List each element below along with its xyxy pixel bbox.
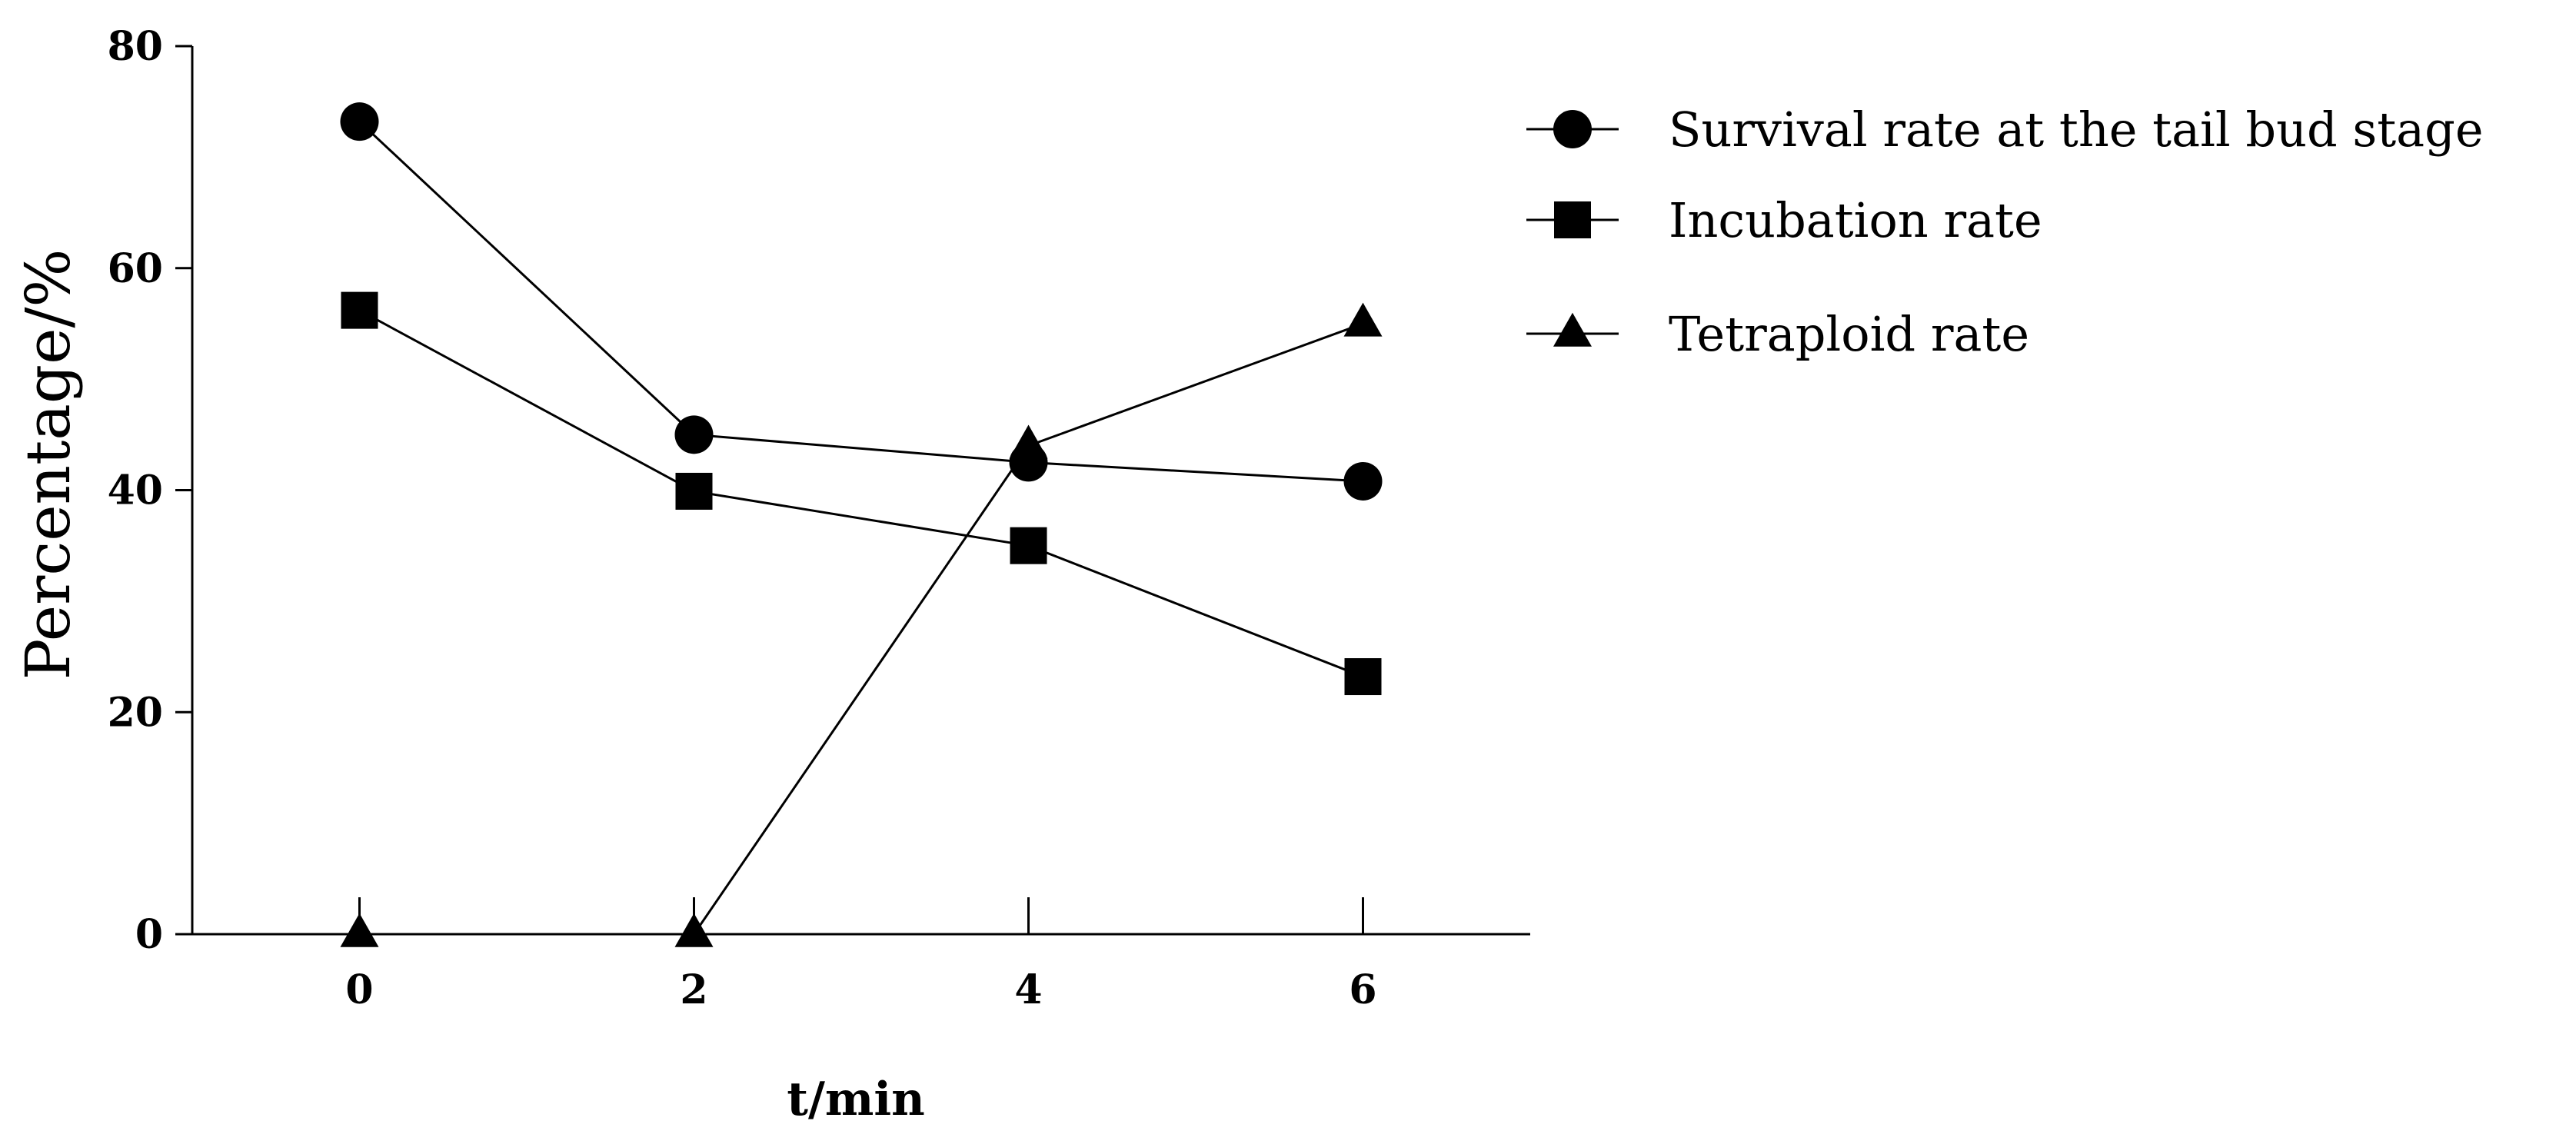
tick-labels: 0 20 40 60 80 0 2 4 6	[108, 23, 1377, 1013]
x-tick-label: 4	[1014, 966, 1042, 1013]
legend-item: Incubation rate	[1526, 192, 2042, 248]
y-tick-label: 40	[108, 467, 163, 514]
data-point-triangle	[674, 913, 714, 947]
legend-label: Survival rate at the tail bud stage	[1669, 101, 2484, 158]
series-line-square	[358, 309, 1364, 678]
legend-marker-square	[1554, 201, 1591, 238]
x-tick-label: 0	[345, 966, 373, 1013]
x-axis-title: t/min	[787, 1073, 925, 1126]
y-tick-label: 20	[108, 689, 163, 736]
axes	[175, 45, 1530, 936]
series-circle	[340, 102, 1383, 501]
y-tick-label: 0	[135, 911, 163, 958]
data-point-square	[1010, 527, 1047, 564]
data-point-square	[675, 472, 713, 510]
y-tick-label: 60	[108, 245, 163, 292]
data-point-square	[1344, 658, 1382, 696]
y-tick-label: 80	[108, 23, 163, 70]
legend-marker-circle	[1553, 110, 1592, 148]
y-axis-title: Percentage/%	[12, 249, 84, 680]
x-tick-label: 6	[1349, 966, 1376, 1013]
data-point-circle	[674, 415, 714, 454]
data-point-circle	[1343, 461, 1383, 501]
data-point-triangle	[340, 913, 379, 947]
data-point-circle	[340, 102, 379, 141]
legend-label: Tetraploid rate	[1669, 306, 2029, 362]
series-square	[341, 291, 1382, 696]
series-triangle	[340, 302, 1383, 947]
x-tick-label: 2	[680, 966, 707, 1013]
series-layer	[340, 102, 1383, 947]
series-line-triangle	[359, 322, 1364, 936]
legend-item: Survival rate at the tail bud stage	[1526, 101, 2484, 158]
series-line-circle	[358, 121, 1363, 483]
legend: Survival rate at the tail bud stage Incub…	[1526, 101, 2484, 362]
data-point-triangle	[1009, 424, 1048, 459]
legend-item: Tetraploid rate	[1526, 306, 2029, 362]
legend-marker-triangle	[1553, 312, 1592, 347]
data-point-triangle	[1343, 302, 1383, 337]
data-point-square	[341, 291, 378, 329]
legend-label: Incubation rate	[1669, 192, 2042, 248]
